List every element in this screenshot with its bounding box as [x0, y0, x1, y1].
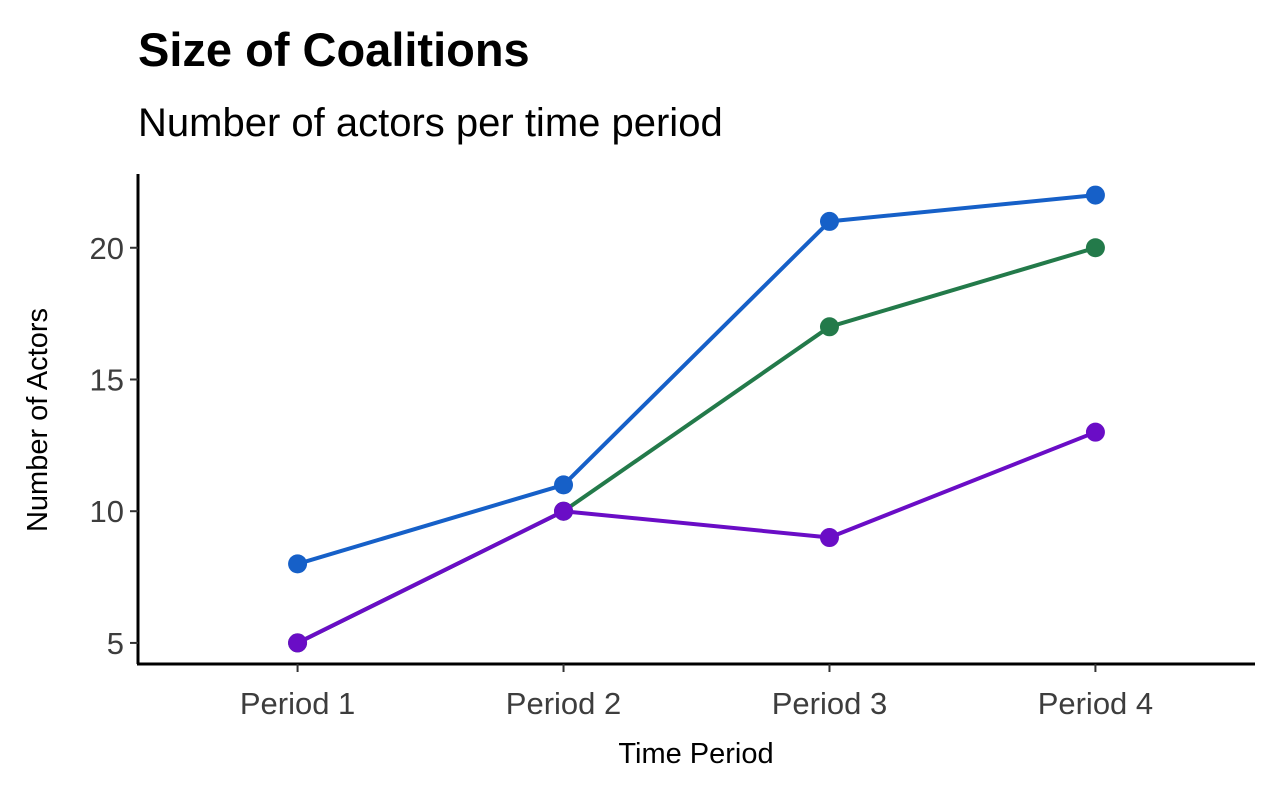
series-3-point: [554, 501, 574, 521]
y-tick-label: 15: [90, 362, 124, 397]
series-3-point: [288, 633, 308, 653]
series-3-point: [1085, 422, 1105, 442]
series-3: [288, 422, 1105, 653]
series-3-point: [819, 528, 839, 548]
chart-title: Size of Coalitions: [138, 23, 530, 76]
series-2-point: [819, 317, 839, 337]
chart-subtitle: Number of actors per time period: [138, 101, 723, 145]
y-tick-label: 10: [90, 494, 124, 529]
x-tick-label: Period 3: [772, 686, 887, 721]
series-1-point: [1085, 185, 1105, 205]
series-layer: [288, 185, 1105, 653]
x-tick-label: Period 4: [1038, 686, 1153, 721]
x-tick-label: Period 2: [506, 686, 621, 721]
series-1-line: [297, 193, 1096, 566]
series-1-point: [554, 475, 574, 495]
y-axis-ticks: 5 10 15 20: [90, 231, 138, 661]
x-axis-title: Time Period: [618, 738, 773, 770]
y-axis-title: Number of Actors: [22, 308, 54, 532]
series-1-point: [288, 554, 308, 574]
series-1: [288, 185, 1105, 574]
x-tick-label: Period 1: [240, 686, 355, 721]
series-3-line: [296, 430, 1097, 645]
series-2-point: [1085, 238, 1105, 258]
x-axis-ticks: Period 1 Period 2 Period 3 Period 4: [240, 664, 1153, 721]
y-tick-label: 5: [107, 626, 124, 661]
series-1-point: [819, 211, 839, 231]
series-2: [288, 238, 1105, 653]
y-tick-label: 20: [90, 231, 124, 266]
